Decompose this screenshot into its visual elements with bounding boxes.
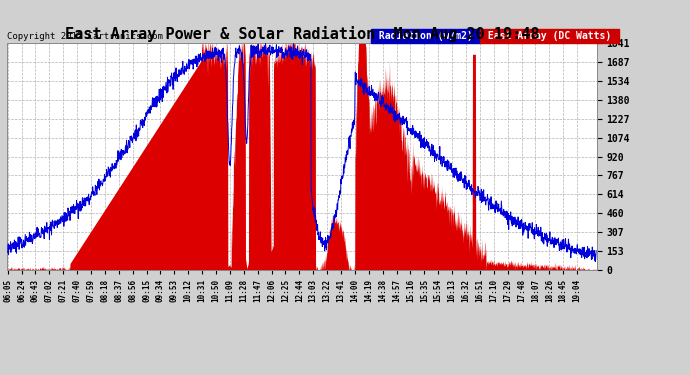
Text: Radiation (w/m2): Radiation (w/m2): [373, 31, 478, 41]
Title: East Array Power & Solar Radiation  Mon Aug 20 19:48: East Array Power & Solar Radiation Mon A…: [65, 26, 539, 42]
Text: Copyright 2012 Cartronics.com: Copyright 2012 Cartronics.com: [7, 32, 163, 41]
Text: East Array (DC Watts): East Array (DC Watts): [482, 31, 617, 41]
